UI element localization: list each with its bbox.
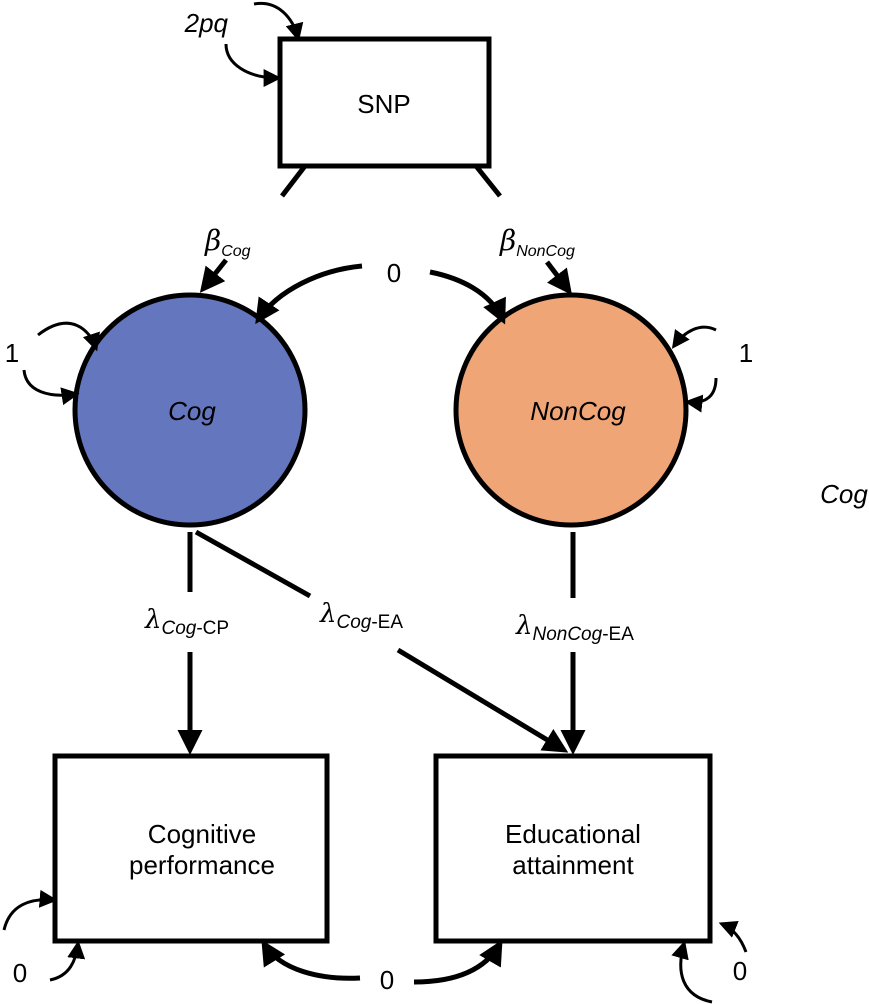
lambda-noncog-ea-sub-plain: -EA xyxy=(602,624,634,645)
lambda-cog-cp-sub-italic: Cog xyxy=(161,618,196,639)
cp-label-line1: Cognitive xyxy=(148,819,256,849)
noncog-variance-label: 1 xyxy=(739,338,753,368)
noncog-label: NonCog xyxy=(530,396,626,426)
cp-label-line2: performance xyxy=(129,850,275,880)
snp-label: SNP xyxy=(357,89,410,119)
residual-covariance-label: 0 xyxy=(380,965,394,995)
beta-noncog-sub: NonCog xyxy=(516,243,575,260)
svg-text:βNonCog: βNonCog xyxy=(499,224,575,260)
noncog-node: NonCog xyxy=(453,292,689,528)
cog-circle xyxy=(72,292,308,528)
lambda-noncog-ea-symbol: λ xyxy=(515,611,532,641)
lambda-noncog-ea-path: λNonCog-EA xyxy=(515,532,634,755)
snp-node: SNP xyxy=(277,36,502,198)
ea-variance-loop: 0 xyxy=(671,920,748,1004)
snp-variance-label: 2pq xyxy=(184,8,229,38)
snp-variance-loop: 2pq xyxy=(184,1,304,87)
lambda-cog-ea-path: λCog-EA xyxy=(194,529,569,753)
svg-text:λNonCog-EA: λNonCog-EA xyxy=(515,611,634,645)
latent-covariance-label: 0 xyxy=(387,258,401,288)
lambda-cog-cp-symbol: λ xyxy=(144,605,161,635)
noncog-variance-loop: 1 xyxy=(671,325,753,413)
ea-label-line2: attainment xyxy=(512,850,634,880)
beta-noncog-path: βNonCog xyxy=(499,224,575,295)
lambda-noncog-ea-sub-italic: NonCog xyxy=(532,624,602,645)
cog-variance-loop: 1 xyxy=(5,321,100,406)
svg-text:βCog: βCog xyxy=(204,224,251,260)
cog-label: Cog xyxy=(168,396,216,426)
lambda-cog-cp-sub-plain: -CP xyxy=(196,618,229,639)
ea-label-line1: Educational xyxy=(505,819,641,849)
cp-variance-label: 0 xyxy=(13,958,27,988)
beta-cog-symbol: β xyxy=(204,224,221,257)
educational-attainment-node: Educational attainment xyxy=(433,753,713,944)
lambda-cog-ea-sub-italic: Cog xyxy=(336,612,371,633)
svg-text:λCog-EA: λCog-EA xyxy=(319,599,403,633)
beta-cog-path: βCog xyxy=(199,224,251,293)
lambda-cog-ea-sub-plain: -EA xyxy=(371,612,403,633)
beta-cog-sub: Cog xyxy=(221,243,250,260)
latent-covariance-path: 0 xyxy=(255,258,506,325)
cognitive-performance-node: Cognitive performance xyxy=(52,753,330,944)
lambda-cog-cp-path: λCog-CP xyxy=(144,532,229,755)
stray-cog-label: Cog xyxy=(820,479,868,509)
lambda-cog-ea-symbol: λ xyxy=(319,599,336,629)
cog-node: Cog xyxy=(72,292,308,528)
residual-covariance-path: 0 xyxy=(261,939,503,995)
cp-variance-loop: 0 xyxy=(2,889,86,988)
cog-variance-label: 1 xyxy=(5,338,19,368)
ea-variance-label: 0 xyxy=(733,956,747,986)
svg-text:λCog-CP: λCog-CP xyxy=(144,605,229,639)
beta-noncog-symbol: β xyxy=(499,224,516,257)
